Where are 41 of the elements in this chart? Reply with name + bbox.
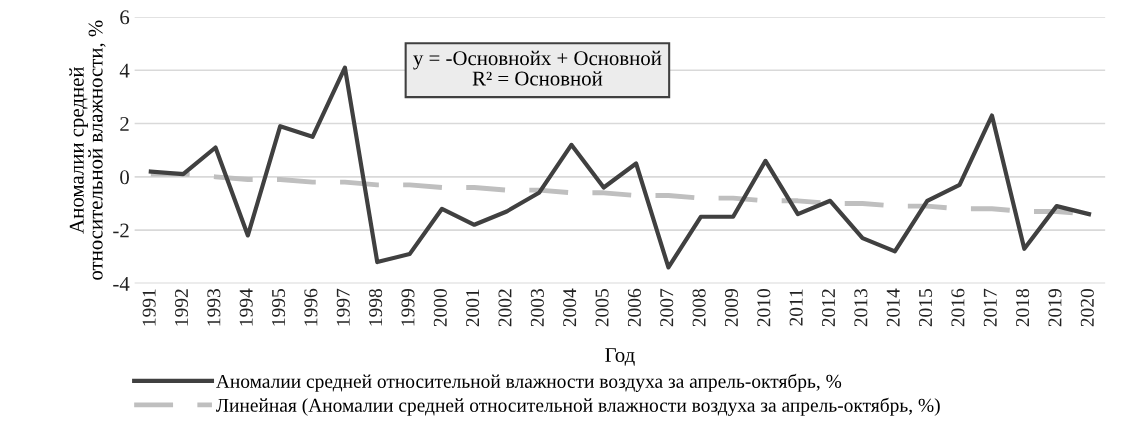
y-tick-label: 2 (120, 116, 129, 131)
x-tick-label: 2008 (692, 289, 706, 327)
x-tick-label: 1994 (239, 288, 253, 326)
x-axis-title: Год (605, 348, 635, 366)
x-tick-label: 2016 (951, 288, 965, 327)
legend-label: Линейная (Аномалии средней относительной влажности воздуха за апрель-октябрь, %) (216, 397, 940, 416)
x-tick-label: 2013 (854, 289, 868, 327)
x-tick-label: 2004 (563, 288, 577, 327)
x-tick-label: 2007 (660, 288, 674, 327)
x-tick-label: 2003 (530, 289, 544, 327)
x-tick-label: 2000 (433, 289, 447, 327)
y-tick-label: 6 (120, 10, 130, 25)
x-tick-label: 2019 (1048, 289, 1062, 327)
x-tick-label: 2002 (498, 289, 512, 327)
y-tick-label: -2 (113, 223, 129, 238)
x-tick-label: 1991 (142, 289, 156, 326)
x-tick-label: 2012 (821, 289, 836, 327)
x-tick-label: 2005 (595, 289, 609, 327)
x-tick-label: 2018 (1016, 289, 1030, 327)
x-tick-label: 2001 (466, 289, 480, 327)
x-tick-label: 2015 (918, 289, 933, 327)
y-tick-label: 4 (119, 63, 130, 78)
x-tick-label: 1993 (207, 289, 221, 326)
x-tick-label: 1999 (401, 289, 415, 326)
y-tick-label: -4 (113, 276, 130, 291)
x-tick-label: 2009 (724, 289, 738, 327)
x-tick-label: 1995 (272, 289, 286, 326)
x-tick-label: 2017 (983, 288, 997, 327)
x-tick-label: 1997 (336, 288, 350, 326)
x-tick-label: 2020 (1080, 289, 1094, 327)
x-tick-label: 2014 (886, 288, 900, 327)
y-tick-label: 0 (120, 170, 129, 185)
x-tick-label: 2011 (789, 289, 803, 326)
annotation: y = -Основнойx + Основной R² = Основной (413, 50, 662, 86)
x-tick-label: 1996 (304, 288, 318, 326)
x-tick-label: 1998 (369, 289, 383, 326)
legend-label: Аномалии средней относительной влажности воздуха за апрель-октябрь, % (216, 373, 842, 392)
x-tick-label: 2006 (627, 288, 641, 327)
x-tick-label: 1992 (174, 289, 189, 326)
x-tick-label: 2010 (757, 289, 771, 327)
y-axis-title: Аномалии средней относительной влажности, % (69, 20, 106, 280)
